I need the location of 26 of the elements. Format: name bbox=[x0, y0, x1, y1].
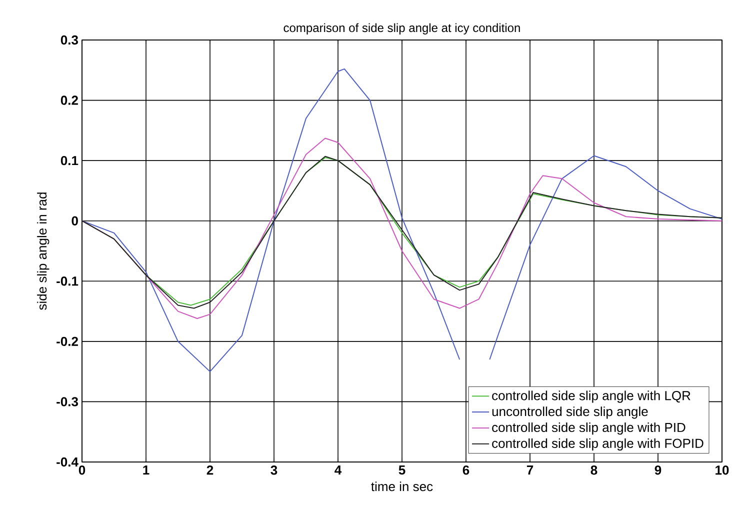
x-tick-label: 5 bbox=[398, 466, 406, 475]
legend-label: controlled side slip angle with PID bbox=[492, 422, 686, 435]
x-tick-label: 9 bbox=[654, 466, 662, 475]
legend-label: controlled side slip angle with FOPID bbox=[492, 438, 704, 451]
x-tick-label: 1 bbox=[143, 466, 150, 474]
y-tick-label: -0.3 bbox=[56, 397, 78, 406]
x-tick-label: 0 bbox=[78, 466, 86, 475]
y-tick-label: -0.2 bbox=[56, 336, 78, 346]
y-tick-label: 0.2 bbox=[60, 96, 78, 105]
x-tick-label: 8 bbox=[590, 466, 598, 475]
x-tick-label: 2 bbox=[206, 466, 214, 475]
y-tick-label: -0.1 bbox=[56, 276, 78, 286]
y-tick-label: -0.4 bbox=[56, 457, 78, 467]
x-axis-title: time in sec bbox=[371, 482, 433, 492]
chart-title: comparison of side slip angle at icy condition bbox=[284, 23, 520, 34]
x-tick-label: 3 bbox=[270, 466, 278, 475]
x-tick-label: 10 bbox=[716, 466, 729, 475]
x-tick-label: 4 bbox=[334, 466, 342, 474]
x-tick-label: 6 bbox=[462, 466, 470, 475]
legend-label: controlled side slip angle with LQR bbox=[492, 390, 690, 403]
y-axis-title: side slip angle in rad bbox=[37, 192, 50, 310]
x-tick-label: 7 bbox=[526, 466, 534, 474]
y-tick-label: 0.3 bbox=[60, 35, 78, 45]
y-tick-label: 0 bbox=[72, 216, 78, 226]
y-tick-label: 0.1 bbox=[60, 156, 78, 166]
legend-label: uncontrolled side slip angle bbox=[492, 406, 648, 419]
